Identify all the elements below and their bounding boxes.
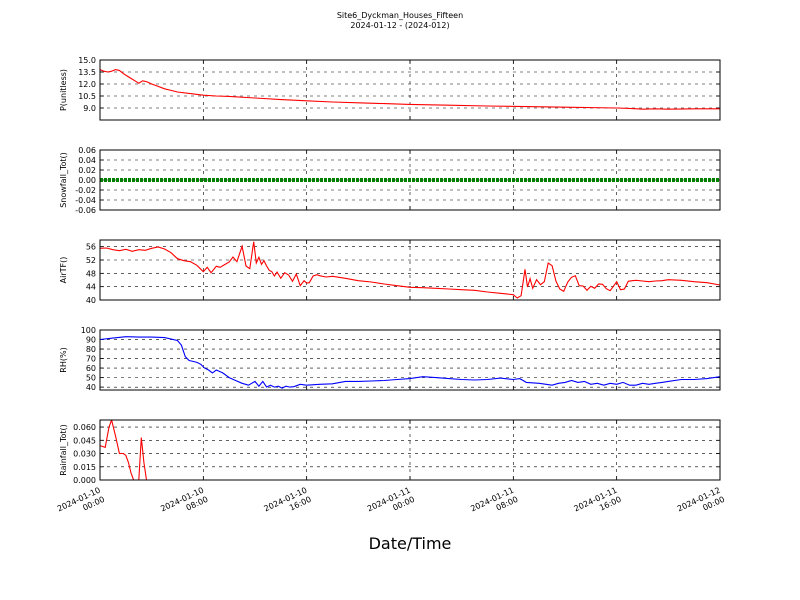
series-line xyxy=(100,336,720,389)
y-tick-label: 48 xyxy=(86,269,96,278)
y-tick-label: 0.04 xyxy=(78,156,96,165)
x-tick-label: 2024-01-1116:00 xyxy=(573,486,623,523)
y-tick-label: 52 xyxy=(86,256,96,265)
y-tick-label: 15.0 xyxy=(78,56,96,65)
y-tick-label: 0.00 xyxy=(78,176,96,185)
y-tick-label: 0.045 xyxy=(73,436,96,445)
x-tick-label: 2024-01-1008:00 xyxy=(159,486,209,523)
y-tick-label: -0.06 xyxy=(75,206,96,215)
y-tick-label: 40 xyxy=(86,383,96,392)
x-axis-title: Date/Time xyxy=(368,534,452,553)
y-tick-label: 80 xyxy=(86,345,96,354)
x-tick-label: 2024-01-1000:00 xyxy=(56,486,106,523)
chart-subtitle: 2024-01-12 - (2024-012) xyxy=(350,21,450,30)
y-tick-label: 50 xyxy=(86,374,96,383)
y-tick-label: 44 xyxy=(86,283,96,292)
plot-frame xyxy=(99,149,721,211)
y-axis-label: P(unitless) xyxy=(59,69,68,111)
y-tick-label: -0.02 xyxy=(75,186,96,195)
x-tick-label: 2024-01-1016:00 xyxy=(263,486,313,523)
x-tick-label: 2024-01-1100:00 xyxy=(366,486,416,523)
y-tick-label: 13.5 xyxy=(78,68,96,77)
y-tick-label: 90 xyxy=(86,336,96,345)
y-tick-label: 12.0 xyxy=(78,80,96,89)
y-tick-label: 0.060 xyxy=(73,423,96,432)
y-tick-label: 10.5 xyxy=(78,92,96,101)
y-tick-label: 100 xyxy=(81,326,96,335)
plot-frame xyxy=(99,329,721,391)
plot-frame xyxy=(99,59,721,121)
chart-title: Site6_Dyckman_Houses_Fifteen xyxy=(336,11,464,20)
y-axis-label: Snowfall_Tot() xyxy=(59,152,68,208)
y-tick-label: 60 xyxy=(86,364,96,373)
plot-frame xyxy=(99,239,721,301)
y-tick-label: 9.0 xyxy=(83,104,96,113)
y-axis-label: AirTF() xyxy=(59,257,68,284)
y-axis-label: RH(%) xyxy=(59,347,68,372)
series-line xyxy=(100,241,720,299)
y-tick-label: 40 xyxy=(86,296,96,305)
y-axis-label: Rainfall_Tot() xyxy=(59,424,68,476)
y-tick-label: 0.06 xyxy=(78,146,96,155)
y-tick-label: 70 xyxy=(86,355,96,364)
series-line xyxy=(100,69,720,110)
y-tick-label: -0.04 xyxy=(75,196,96,205)
y-tick-label: 0.000 xyxy=(73,476,96,485)
y-tick-label: 0.015 xyxy=(73,463,96,472)
y-tick-label: 0.030 xyxy=(73,450,96,459)
y-tick-label: 56 xyxy=(86,243,96,252)
y-tick-label: 0.02 xyxy=(78,166,96,175)
x-tick-label: 2024-01-1108:00 xyxy=(469,486,519,523)
plot-frame xyxy=(99,419,721,481)
x-tick-label: 2024-01-1200:00 xyxy=(676,486,726,523)
series-line xyxy=(100,420,720,480)
